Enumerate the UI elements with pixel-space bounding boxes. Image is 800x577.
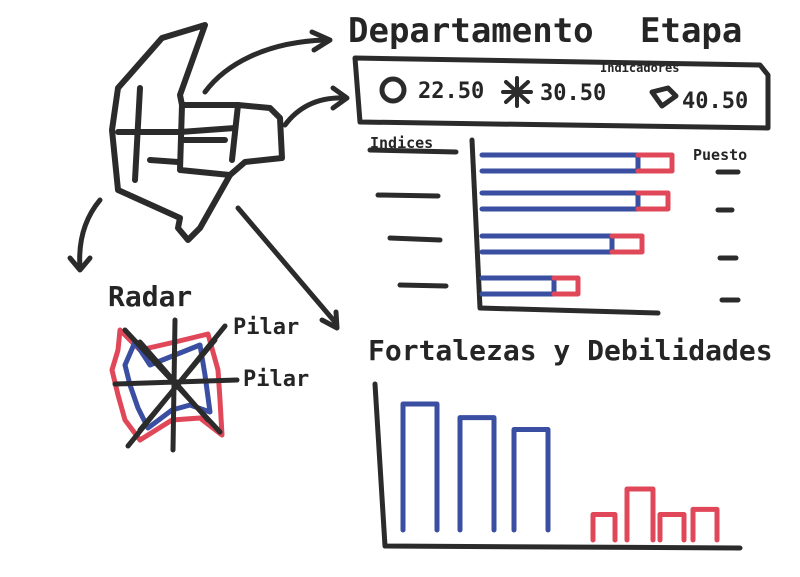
indices-bar-blue [479, 275, 557, 297]
radar-label-2: Pilar [243, 367, 309, 392]
weakness-bar [590, 512, 618, 543]
radar-axes [112, 317, 240, 453]
arrow-to-fortalezas [235, 205, 338, 325]
indicador-value-1: 22.50 [418, 79, 484, 104]
strength-bar [511, 427, 551, 533]
weakness-bar [690, 506, 720, 543]
radar-label-1: Pilar [233, 315, 299, 340]
radar-series-red [109, 327, 225, 443]
strength-bar [457, 415, 497, 533]
indices-bars [479, 152, 675, 297]
etapa-label: Etapa [640, 11, 742, 51]
indices-bar-red [635, 152, 675, 174]
strength-bar [400, 401, 440, 533]
radar-chart: Radar Pilar Pilar [108, 280, 309, 453]
indices-bar-blue [479, 190, 641, 212]
indices-chart: Indices Puesto [367, 134, 747, 316]
flow-arrows [67, 29, 350, 331]
circle-icon [379, 76, 407, 104]
puesto-header: Puesto [693, 146, 747, 164]
indices-header: Indices [370, 134, 433, 152]
weakness-bar [657, 512, 687, 543]
fortalezas-chart: Fortalezas y Debilidades [368, 334, 773, 551]
departamento-label: Departamento [348, 11, 594, 51]
indices-bar-red [609, 233, 645, 255]
star-icon [501, 76, 533, 108]
arrow-to-radar [77, 197, 103, 271]
indices-bar-blue [479, 233, 615, 255]
indicador-value-2: 30.50 [540, 81, 606, 106]
map-sketch [109, 22, 285, 243]
arrow-to-indicadores [282, 95, 348, 128]
weakness-bar [624, 486, 656, 543]
radar-title: Radar [108, 280, 192, 313]
indicadores-panel: Indicadores 22.50 30.50 40.50 [352, 55, 771, 131]
bowtie-icon [649, 85, 679, 109]
indicador-value-3: 40.50 [682, 89, 748, 114]
fortalezas-title: Fortalezas y Debilidades [368, 334, 773, 367]
indices-bar-red [551, 275, 581, 297]
indices-bar-blue [479, 152, 641, 174]
indicadores-label: Indicadores [600, 61, 679, 75]
arrow-to-header [202, 37, 328, 95]
fortalezas-bars [400, 401, 720, 543]
indices-bar-red [635, 190, 671, 212]
